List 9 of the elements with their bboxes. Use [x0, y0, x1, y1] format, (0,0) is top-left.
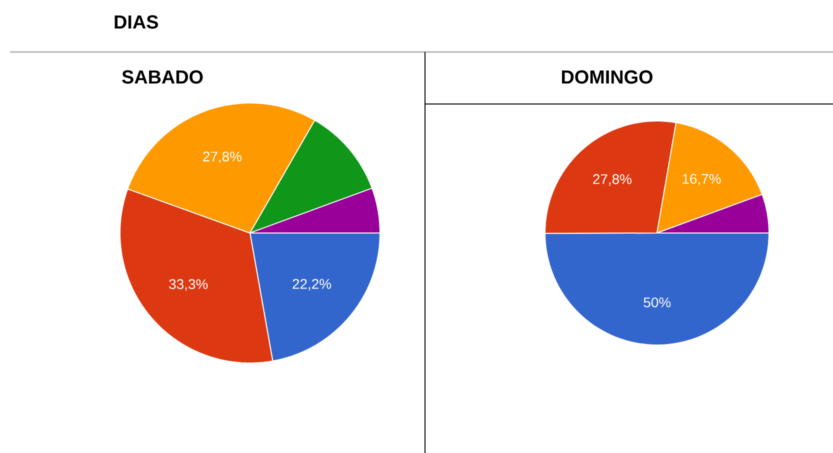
text: DIAS — [114, 15, 158, 29]
data-label: 50% — [644, 297, 671, 308]
data-label: 22,2% — [292, 278, 332, 291]
chart-title: SABADO — [122, 70, 203, 84]
chart-title: DOMINGO — [562, 70, 652, 84]
data-label: 27,8% — [203, 152, 242, 164]
data-label: 27,8% — [593, 174, 632, 186]
data-label: 33,3% — [169, 279, 208, 291]
data-label: 16,7% — [682, 174, 721, 186]
